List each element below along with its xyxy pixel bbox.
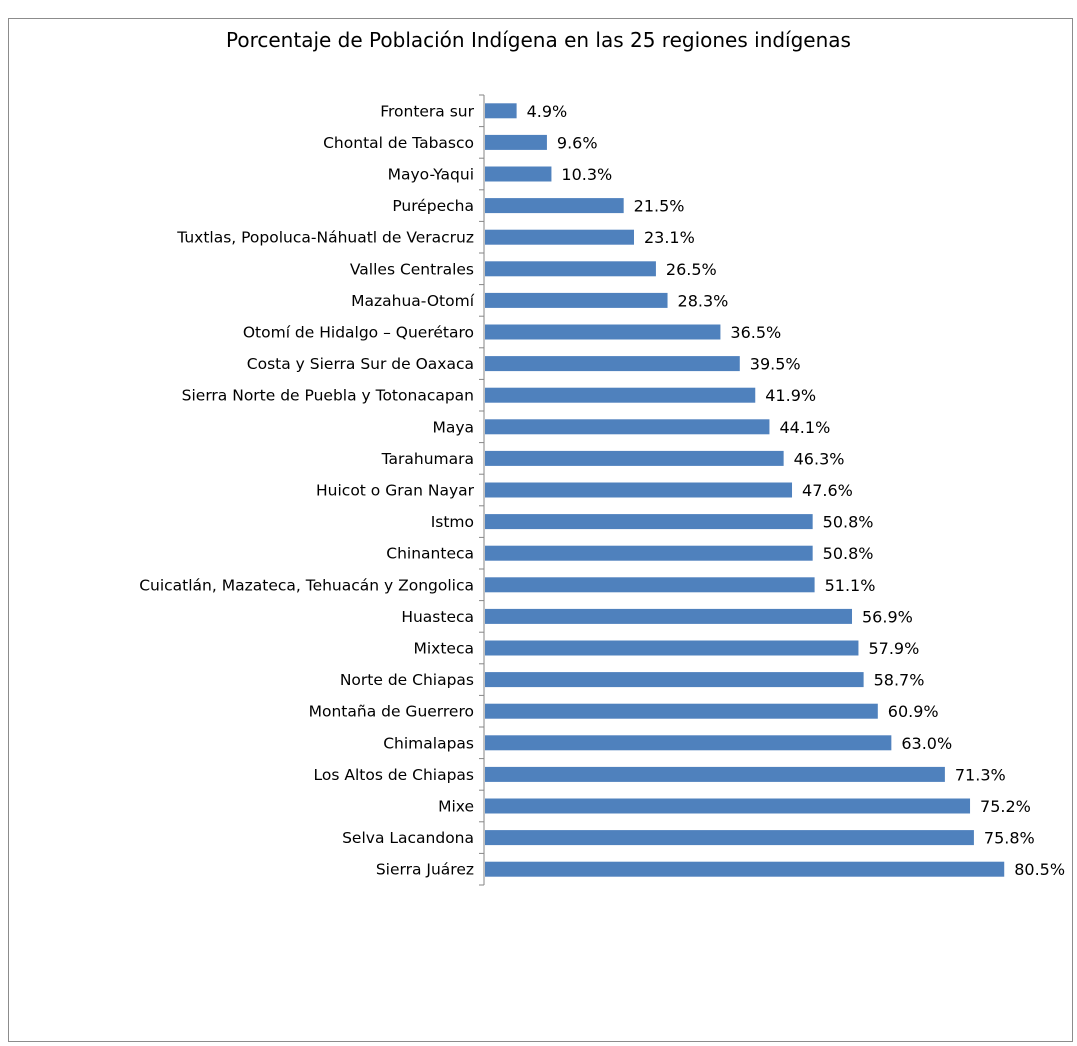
bar [485, 766, 945, 782]
category-label: Otomí de Hidalgo – Querétaro [243, 324, 474, 342]
bar [485, 419, 770, 435]
category-label: Huasteca [401, 608, 474, 626]
bar [485, 545, 813, 561]
bar [485, 861, 1005, 877]
data-label: 46.3% [794, 449, 845, 468]
data-label: 36.5% [730, 323, 781, 342]
bar [485, 482, 793, 498]
category-label: Maya [432, 418, 474, 436]
category-label: Mixteca [414, 640, 475, 658]
category-label: Chimalapas [383, 734, 474, 752]
category-label: Cuicatlán, Mazateca, Tehuacán y Zongolic… [139, 576, 474, 594]
data-label: 47.6% [802, 481, 853, 500]
bar [485, 640, 859, 656]
data-label: 50.8% [823, 513, 874, 532]
category-label: Sierra Juárez [376, 861, 474, 879]
category-label: Norte de Chiapas [340, 671, 474, 689]
data-label: 51.1% [825, 576, 876, 595]
bar [485, 577, 815, 593]
bar [485, 356, 740, 372]
bar [485, 735, 892, 751]
data-label: 21.5% [634, 197, 685, 216]
bar [485, 261, 656, 277]
data-label: 44.1% [779, 418, 830, 437]
category-label: Costa y Sierra Sur de Oaxaca [247, 355, 474, 373]
bar [485, 166, 552, 182]
category-label: Mayo-Yaqui [388, 166, 474, 184]
bar [485, 134, 547, 150]
data-label: 41.9% [765, 386, 816, 405]
bar [485, 830, 974, 846]
bar [485, 450, 784, 466]
data-label: 58.7% [874, 671, 925, 690]
category-label: Frontera sur [380, 102, 474, 120]
bar [485, 229, 634, 245]
category-label: Los Altos de Chiapas [314, 766, 475, 784]
category-label: Purépecha [392, 197, 474, 215]
category-label: Valles Centrales [350, 260, 474, 278]
bar [485, 292, 668, 308]
data-label: 75.2% [980, 797, 1031, 816]
category-label: Sierra Norte de Puebla y Totonacapan [182, 387, 474, 405]
category-label: Chontal de Tabasco [323, 134, 474, 152]
data-label: 60.9% [888, 702, 939, 721]
data-label: 10.3% [561, 165, 612, 184]
category-label: Tuxtlas, Popoluca-Náhuatl de Veracruz [176, 229, 474, 247]
data-label: 57.9% [868, 639, 919, 658]
category-label: Mixe [438, 798, 474, 816]
category-label: Huicot o Gran Nayar [316, 482, 475, 500]
bar [485, 798, 971, 814]
data-label: 63.0% [901, 734, 952, 753]
bar [485, 103, 517, 119]
data-label: 71.3% [955, 765, 1006, 784]
bar [485, 514, 813, 530]
bar [485, 608, 853, 624]
category-label: Istmo [431, 513, 474, 531]
data-label: 28.3% [678, 291, 729, 310]
data-label: 39.5% [750, 355, 801, 374]
data-label: 80.5% [1014, 860, 1065, 879]
bar [485, 672, 864, 688]
data-label: 75.8% [984, 829, 1035, 848]
data-label: 56.9% [862, 607, 913, 626]
data-label: 9.6% [557, 133, 598, 152]
bar [485, 387, 756, 403]
category-label: Montaña de Guerrero [309, 703, 474, 721]
data-label: 26.5% [666, 260, 717, 279]
data-label: 4.9% [527, 102, 568, 121]
bar [485, 324, 721, 340]
chart-title: Porcentaje de Población Indígena en las … [226, 28, 851, 52]
category-label: Chinanteca [386, 545, 474, 563]
data-label: 23.1% [644, 228, 695, 247]
bar [485, 703, 878, 719]
category-label: Tarahumara [381, 450, 474, 468]
bar [485, 198, 624, 214]
category-label: Mazahua-Otomí [351, 292, 475, 310]
category-label: Selva Lacandona [342, 829, 474, 847]
data-label: 50.8% [823, 544, 874, 563]
